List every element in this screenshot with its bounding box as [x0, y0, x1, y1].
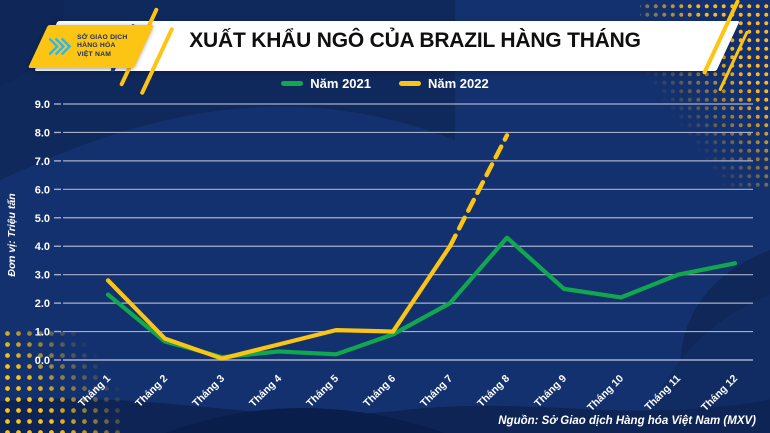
mxv-logo-content: SỞ GIAO DỊCH HÀNG HÓA VIỆT NAM	[38, 25, 144, 68]
svg-text:Tháng 4: Tháng 4	[247, 373, 284, 410]
swoosh-bottom-right	[640, 295, 770, 433]
svg-text:3.0: 3.0	[35, 270, 50, 282]
svg-text:Tháng 2: Tháng 2	[133, 373, 170, 410]
y-axis-tick-labels: 0.0 1.0 2.0 3.0 4.0 5.0 6.0 7.0 8.0 9.0	[35, 99, 50, 367]
y-axis-title: Đơn vị: Triệu tấn	[6, 193, 18, 276]
svg-text:Tháng 10: Tháng 10	[585, 373, 626, 414]
legend-item-2022: Năm 2022	[399, 76, 489, 91]
x-axis-category-labels: Tháng 1 Tháng 2 Tháng 3 Tháng 4 Tháng 5 Tháng…	[76, 373, 740, 414]
chart-legend: Năm 2021 Năm 2022	[0, 76, 770, 91]
chart-title: XUẤT KHẨU NGÔ CỦA BRAZIL HÀNG THÁNG	[189, 29, 641, 52]
svg-text:5.0: 5.0	[35, 213, 50, 225]
mxv-logo-text: SỞ GIAO DỊCH HÀNG HÓA VIỆT NAM	[77, 34, 128, 59]
svg-text:Tháng 9: Tháng 9	[532, 373, 569, 410]
svg-text:8.0: 8.0	[35, 127, 50, 139]
svg-text:0.0: 0.0	[35, 355, 50, 367]
legend-label-2021: Năm 2021	[310, 76, 371, 91]
svg-text:9.0: 9.0	[35, 99, 50, 111]
mxv-logo-icon	[48, 37, 72, 56]
logo-line-1: SỞ GIAO DỊCH	[77, 33, 128, 41]
logo-line-2: HÀNG HÓA	[77, 42, 116, 50]
svg-text:Tháng 6: Tháng 6	[361, 373, 398, 410]
series-line-năm-2021	[105, 235, 738, 360]
svg-text:Tháng 11: Tháng 11	[642, 373, 683, 414]
svg-text:Tháng 1: Tháng 1	[76, 373, 113, 410]
source-note: Nguồn: Sở Giao dịch Hàng hóa Việt Nam (M…	[498, 415, 756, 427]
svg-text:Tháng 3: Tháng 3	[190, 373, 227, 410]
series-line-năm-2022	[105, 133, 510, 361]
svg-text:4.0: 4.0	[35, 241, 50, 253]
logo-line-3: VIỆT NAM	[77, 50, 112, 58]
legend-label-2022: Năm 2022	[428, 76, 489, 91]
bottom-dark-ellipse	[165, 408, 445, 433]
gridlines	[54, 103, 753, 361]
legend-item-2021: Năm 2021	[281, 76, 371, 91]
mxv-logo: SỞ GIAO DỊCH HÀNG HÓA VIỆT NAM	[27, 25, 155, 68]
svg-text:Tháng 7: Tháng 7	[418, 373, 455, 410]
svg-text:Tháng 8: Tháng 8	[475, 373, 512, 410]
projection-dashed-segment	[447, 133, 510, 249]
svg-text:1.0: 1.0	[35, 327, 50, 339]
svg-text:2.0: 2.0	[35, 298, 50, 310]
svg-text:Tháng 5: Tháng 5	[304, 373, 341, 410]
halftone-dots-bottom-left	[0, 325, 120, 433]
svg-text:6.0: 6.0	[35, 184, 50, 196]
legend-swatch-2022	[399, 81, 421, 86]
svg-text:Tháng 12: Tháng 12	[699, 373, 740, 414]
legend-swatch-2021	[281, 81, 304, 86]
svg-text:7.0: 7.0	[35, 156, 50, 168]
